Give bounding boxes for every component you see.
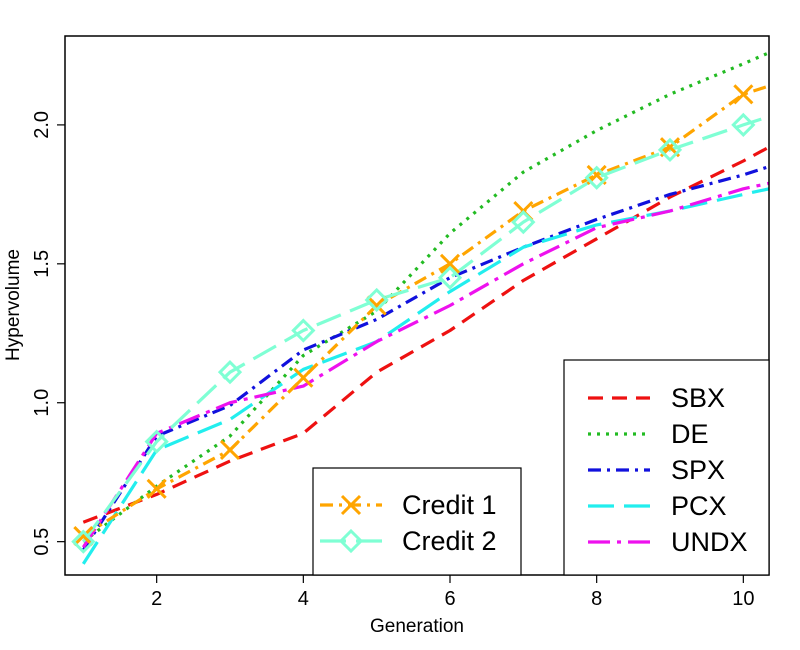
- legend-credits-box: [312, 467, 522, 576]
- legend-label-pcx: PCX: [671, 491, 727, 521]
- legend-item-pcx: PCX: [588, 491, 727, 521]
- series-line-pcx: [81, 187, 769, 565]
- data-point-credit-1: [146, 478, 167, 499]
- legend-label-sbx: SBX: [671, 383, 725, 413]
- legend-item-credit-2: Credit 2: [320, 526, 497, 556]
- legend-label-credit-2: Credit 2: [402, 526, 497, 556]
- data-point-credit-2: [144, 429, 169, 454]
- plot-area: [71, 51, 769, 565]
- legend-label-credit-1: Credit 1: [402, 490, 497, 520]
- legend-item-de: DE: [588, 419, 709, 449]
- series-line-credit-2: [82, 115, 769, 543]
- data-point-credit-1: [366, 295, 387, 316]
- legend-item-credit-1: Credit 1: [320, 490, 497, 520]
- legend-item-undx: UNDX: [588, 527, 748, 557]
- legend-item-spx: SPX: [588, 455, 725, 485]
- y-tick-label: 1.0: [31, 389, 53, 417]
- legend-label-spx: SPX: [671, 455, 725, 485]
- data-point-credit-1: [733, 84, 754, 105]
- legend-operators-box: [563, 359, 770, 576]
- data-point-credit-2: [584, 165, 609, 190]
- y-axis: 0.5 1.0 1.5 2.0: [31, 111, 65, 556]
- data-point-credit-2: [731, 112, 756, 138]
- data-point-credit-2: [511, 210, 536, 235]
- legend-label-undx: UNDX: [671, 527, 748, 557]
- series-line-spx: [81, 165, 769, 551]
- x-tick-label: 10: [732, 588, 754, 610]
- legend-credits: Credit 1 Credit 2: [312, 467, 522, 576]
- data-point-credit-1: [73, 526, 94, 547]
- y-axis-title: Hypervolume: [3, 249, 24, 361]
- x-tick-label: 4: [298, 588, 309, 610]
- x-axis: 2 4 6 8 10: [151, 575, 754, 610]
- data-point-credit-2: [71, 529, 96, 554]
- y-tick-label: 1.5: [31, 250, 53, 278]
- legend-item-sbx: SBX: [588, 383, 725, 413]
- y-tick-label: 0.5: [31, 528, 53, 556]
- legend-label-de: DE: [671, 419, 709, 449]
- data-point-credit-1: [439, 253, 461, 274]
- series-line-sbx: [82, 145, 769, 524]
- data-point-credit-1: [293, 367, 314, 388]
- x-tick-label: 2: [151, 588, 162, 610]
- legend-marker-credit-1: [340, 494, 362, 516]
- legend-marker-credit-2: [338, 528, 364, 554]
- data-point-credit-1: [219, 439, 241, 461]
- data-point-credit-2: [437, 265, 463, 290]
- x-tick-label: 6: [444, 588, 455, 610]
- data-point-credit-2: [291, 318, 316, 343]
- data-point-credit-2: [657, 137, 683, 163]
- series-line-undx: [81, 181, 769, 549]
- x-axis-title: Generation: [370, 616, 464, 637]
- legend-operators: SBX DE SPX PCX UNDX: [563, 359, 770, 576]
- x-tick-label: 8: [591, 588, 602, 610]
- data-point-credit-2: [364, 287, 389, 313]
- data-point-credit-2: [217, 360, 243, 385]
- y-tick-label: 2.0: [31, 111, 53, 139]
